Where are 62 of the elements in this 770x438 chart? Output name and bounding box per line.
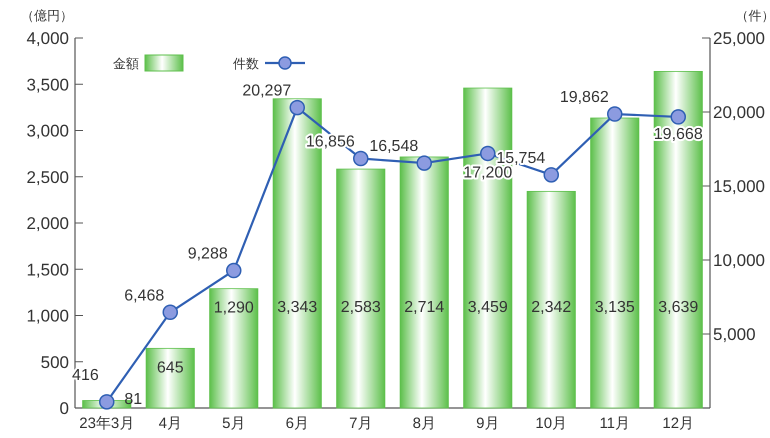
data-label: 2,342 <box>531 298 572 316</box>
bar <box>590 118 640 408</box>
bar <box>526 190 576 408</box>
y2-tick-label: 15,000 <box>713 177 765 196</box>
point <box>607 106 622 122</box>
data-label: 20,297 <box>242 82 292 100</box>
legend-label: 件数 <box>233 56 259 71</box>
x-tick-label: 5月 <box>222 415 246 432</box>
y2-tick-label: 25,000 <box>713 29 765 48</box>
y-tick-label: 1,500 <box>26 260 69 280</box>
legend-label: 金額 <box>113 56 139 71</box>
y2-tick-label: 10,000 <box>713 251 765 270</box>
bar <box>209 288 258 408</box>
bar <box>400 156 449 408</box>
x-tick-label: 6月 <box>286 415 309 432</box>
y2-tick-label: 5,000 <box>713 325 756 344</box>
bar <box>654 70 703 408</box>
point <box>162 304 178 320</box>
data-label: 3,135 <box>594 298 635 316</box>
y-tick-label: 3,000 <box>26 122 69 140</box>
y-tick-label: 4,000 <box>26 29 69 48</box>
point <box>290 100 305 116</box>
point <box>416 155 432 171</box>
data-label: 6,468 <box>124 287 164 304</box>
y-tick-label: 2,500 <box>26 168 69 187</box>
data-label: 3,343 <box>277 298 318 316</box>
data-label: 9,288 <box>188 246 228 263</box>
data-label: 17,200 <box>463 164 512 182</box>
x-tick-label: 11月 <box>599 415 630 432</box>
data-label: 2,583 <box>340 298 381 316</box>
x-tick-label: 4月 <box>158 415 182 432</box>
x-tick-label: 7月 <box>349 415 372 432</box>
point <box>670 109 686 125</box>
y-axis-title: （億円） <box>21 8 73 23</box>
x-tick-label: 10月 <box>535 415 568 432</box>
data-label: 3,459 <box>468 298 508 316</box>
y-tick-label: 0 <box>60 399 69 418</box>
data-label: 1,290 <box>214 300 254 317</box>
y-tick-label: 1,000 <box>26 306 69 326</box>
y-tick-label: 3,500 <box>26 75 69 94</box>
point <box>353 150 368 166</box>
point <box>480 146 496 162</box>
y-tick-label: 500 <box>40 352 69 372</box>
y-tick-label: 2,000 <box>26 214 69 233</box>
data-label: 16,548 <box>369 138 418 156</box>
x-tick-label: 23年3月 <box>79 415 134 432</box>
data-label: 19,862 <box>560 89 609 106</box>
y2-tick-label: 20,000 <box>713 103 765 122</box>
x-tick-label: 9月 <box>476 415 500 432</box>
data-label: 19,668 <box>654 126 703 143</box>
point <box>99 394 114 410</box>
x-tick-label: 12月 <box>662 415 694 432</box>
data-label: 81 <box>124 391 142 408</box>
point <box>226 262 242 278</box>
data-label: 3,639 <box>658 298 698 316</box>
data-label: 2,714 <box>404 298 444 316</box>
bar <box>146 348 195 408</box>
y2-axis-title: （件） <box>736 8 770 23</box>
data-label: 645 <box>156 359 184 376</box>
x-tick-label: 8月 <box>412 415 436 432</box>
bar <box>336 168 386 408</box>
point <box>544 167 559 183</box>
